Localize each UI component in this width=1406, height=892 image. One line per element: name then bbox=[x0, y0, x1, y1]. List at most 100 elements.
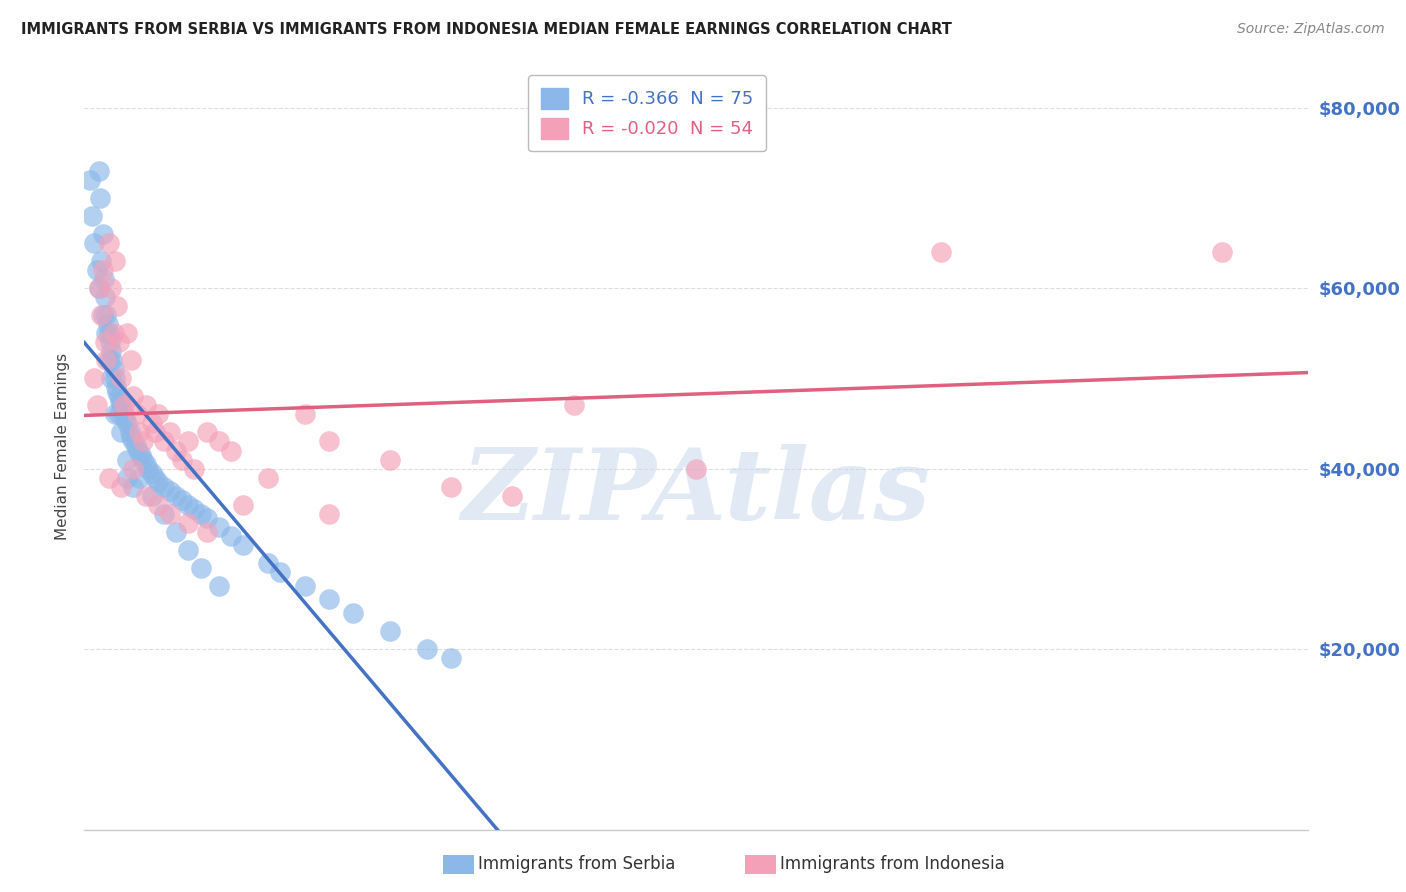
Point bbox=[112, 408, 135, 422]
Point bbox=[89, 191, 111, 205]
Point bbox=[172, 452, 194, 467]
Point bbox=[177, 516, 200, 530]
Point bbox=[177, 542, 200, 557]
Point bbox=[120, 353, 142, 368]
Point bbox=[87, 281, 110, 295]
Point bbox=[108, 393, 131, 408]
Point bbox=[107, 389, 129, 403]
Point bbox=[153, 507, 176, 521]
Y-axis label: Median Female Earnings: Median Female Earnings bbox=[55, 352, 70, 540]
Point bbox=[135, 398, 157, 412]
Point bbox=[190, 507, 212, 521]
Point bbox=[127, 443, 149, 458]
Point bbox=[219, 443, 242, 458]
Point bbox=[135, 489, 157, 503]
Text: ZIPAtlas: ZIPAtlas bbox=[461, 444, 931, 541]
Point bbox=[294, 579, 316, 593]
Point bbox=[105, 299, 128, 313]
Point bbox=[100, 281, 122, 295]
Point bbox=[132, 434, 155, 449]
Point bbox=[101, 353, 124, 368]
Point bbox=[122, 461, 145, 475]
Point bbox=[208, 520, 231, 534]
Point bbox=[208, 434, 231, 449]
Point bbox=[440, 651, 463, 665]
Point bbox=[269, 566, 291, 580]
Point bbox=[177, 434, 200, 449]
Point bbox=[97, 326, 120, 341]
Point bbox=[86, 263, 108, 277]
Point bbox=[380, 452, 402, 467]
Point bbox=[97, 353, 120, 368]
Point bbox=[165, 443, 187, 458]
Point bbox=[129, 448, 152, 462]
Point bbox=[104, 371, 127, 385]
Point bbox=[143, 425, 166, 440]
Point bbox=[115, 417, 138, 431]
Point bbox=[110, 425, 132, 440]
Point bbox=[141, 417, 163, 431]
Point bbox=[380, 624, 402, 638]
Point bbox=[159, 425, 181, 440]
Point bbox=[141, 466, 163, 480]
Point bbox=[80, 209, 103, 223]
Point bbox=[257, 557, 280, 571]
Point bbox=[87, 163, 110, 178]
Point bbox=[342, 606, 364, 620]
Point bbox=[146, 408, 169, 422]
Point bbox=[440, 480, 463, 494]
Point bbox=[153, 434, 176, 449]
Point bbox=[125, 408, 148, 422]
Point bbox=[98, 335, 121, 350]
Point bbox=[143, 470, 166, 484]
Point bbox=[91, 227, 114, 241]
Text: Source: ZipAtlas.com: Source: ZipAtlas.com bbox=[1237, 22, 1385, 37]
Point bbox=[177, 498, 200, 512]
Point bbox=[94, 335, 117, 350]
Point bbox=[110, 371, 132, 385]
Point bbox=[103, 362, 125, 376]
Point bbox=[122, 434, 145, 449]
Point bbox=[195, 511, 218, 525]
Point bbox=[90, 254, 112, 268]
Point bbox=[562, 398, 585, 412]
Point bbox=[83, 371, 105, 385]
Point bbox=[104, 254, 127, 268]
Point bbox=[96, 326, 118, 341]
Point bbox=[208, 579, 231, 593]
Point bbox=[105, 380, 128, 394]
Point bbox=[146, 498, 169, 512]
Point bbox=[105, 384, 128, 399]
Point bbox=[107, 335, 129, 350]
Point bbox=[165, 489, 187, 503]
Text: Immigrants from Indonesia: Immigrants from Indonesia bbox=[780, 855, 1005, 873]
Point bbox=[122, 389, 145, 403]
Point bbox=[165, 524, 187, 539]
Point bbox=[159, 507, 181, 521]
Point bbox=[110, 398, 132, 412]
Point bbox=[83, 235, 105, 250]
Point bbox=[107, 408, 129, 422]
Point bbox=[153, 480, 176, 494]
Point bbox=[183, 461, 205, 475]
Point bbox=[91, 308, 114, 322]
Point bbox=[318, 434, 340, 449]
Point bbox=[257, 470, 280, 484]
Point bbox=[190, 561, 212, 575]
Text: Immigrants from Serbia: Immigrants from Serbia bbox=[478, 855, 675, 873]
Point bbox=[183, 502, 205, 516]
Point bbox=[318, 507, 340, 521]
Point bbox=[94, 290, 117, 304]
Point bbox=[929, 244, 952, 259]
Point bbox=[159, 484, 181, 499]
Point bbox=[232, 498, 254, 512]
Point bbox=[97, 235, 120, 250]
Point bbox=[93, 272, 115, 286]
Point bbox=[416, 642, 439, 657]
Point bbox=[100, 344, 122, 359]
Point bbox=[1211, 244, 1233, 259]
Point bbox=[502, 489, 524, 503]
Point bbox=[219, 529, 242, 543]
Point bbox=[195, 524, 218, 539]
Point bbox=[104, 408, 127, 422]
